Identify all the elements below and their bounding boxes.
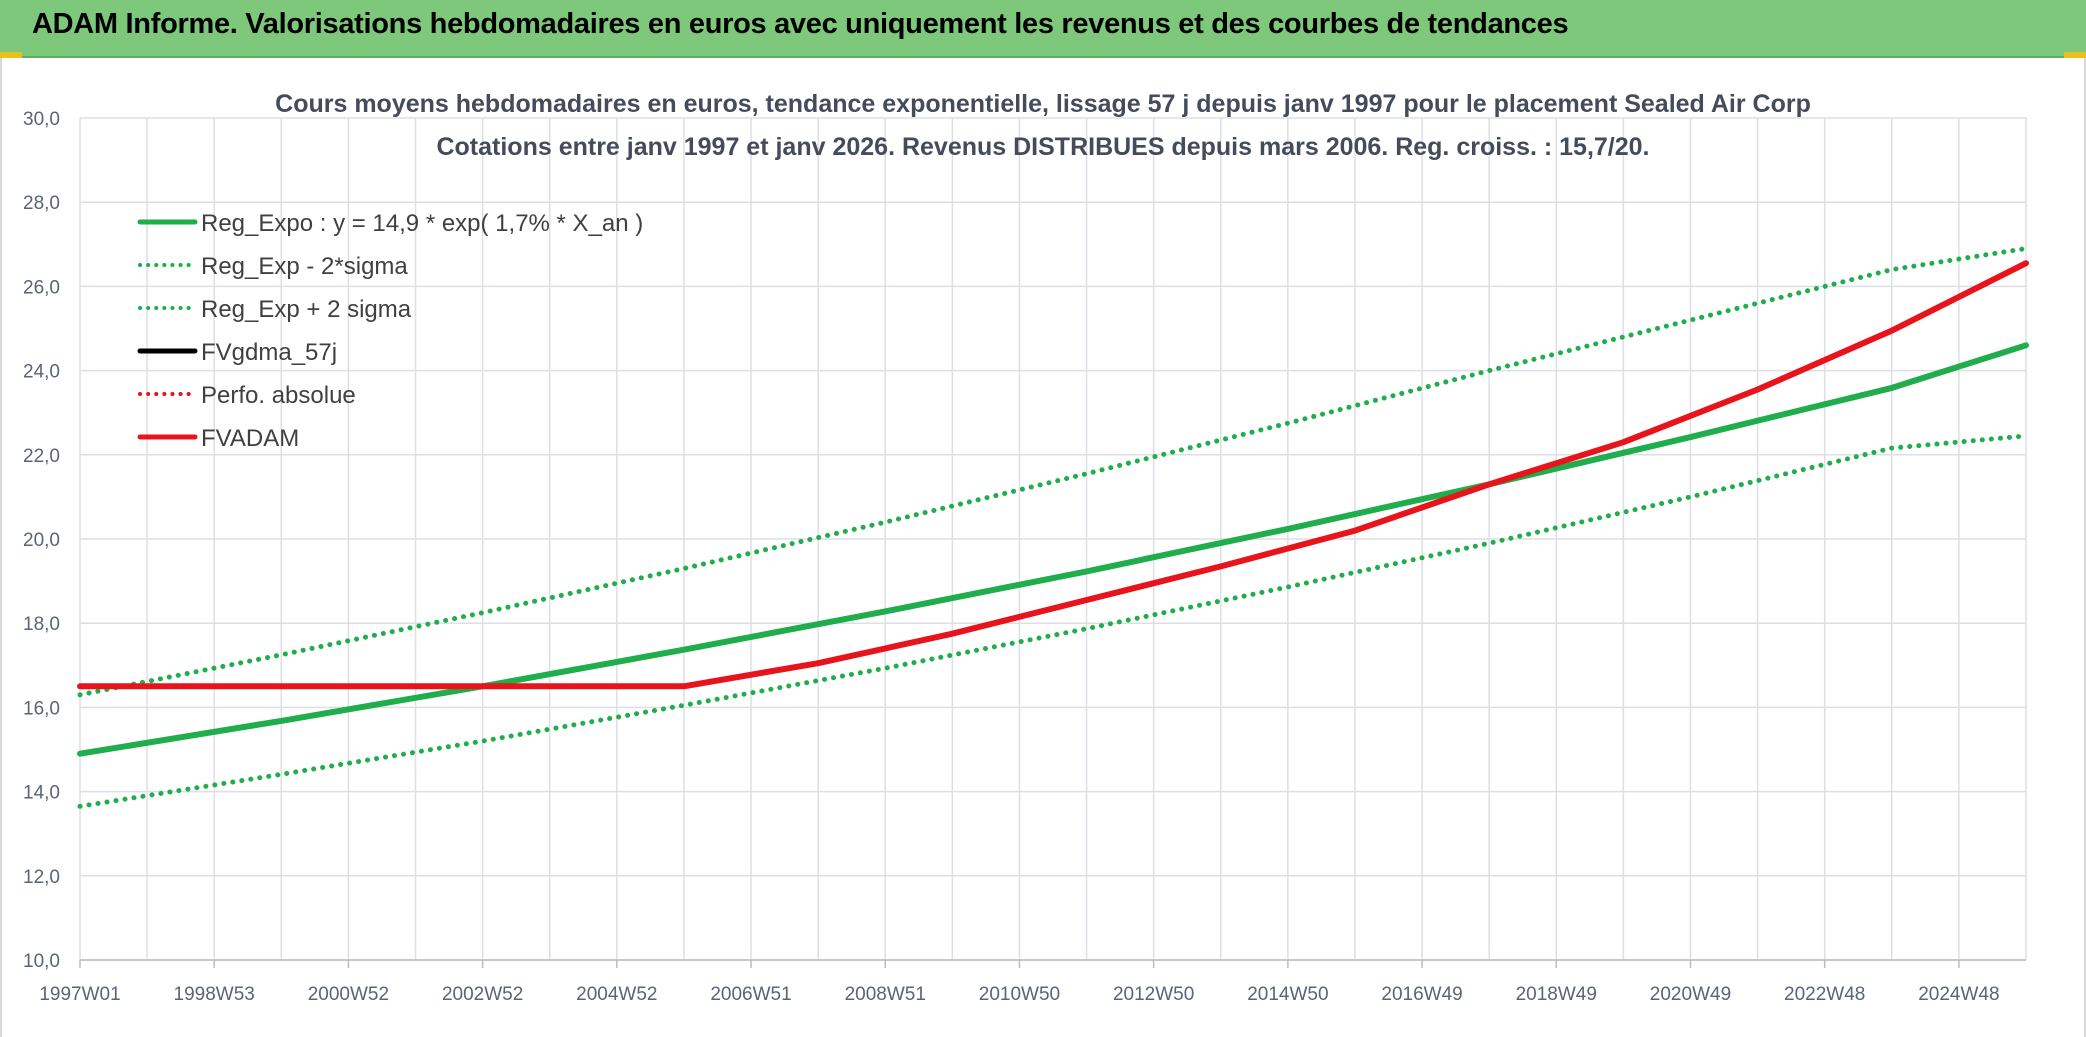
legend-label: FVgdma_57j [201, 339, 337, 366]
y-axis: 10,0 12,0 14,0 16,0 18,0 20,0 22,0 24,0 26,0 28,0… [23, 109, 60, 972]
series-line-2 [77, 246, 2029, 698]
x-tick-label: 2022W48 [1784, 984, 1865, 1005]
y-tick-label: 10,0 [23, 951, 60, 972]
series-line-1 [77, 433, 2029, 809]
x-tick-label: 2008W51 [845, 984, 926, 1005]
legend-label: Perfo. absolue [201, 382, 356, 409]
x-tick-label: 2014W50 [1247, 984, 1328, 1005]
y-tick-label: 16,0 [23, 698, 60, 719]
chart-title: Cours moyens hebdomadaires en euros, ten… [275, 90, 1811, 118]
x-tick-label: 1998W53 [174, 984, 255, 1005]
header-banner: ADAM Informe. Valorisations hebdomadaire… [0, 0, 2086, 58]
chart-subtitle: Cotations entre janv 1997 et janv 2026. … [436, 133, 1649, 161]
x-axis: 1997W01 1998W53 2000W52 2002W52 2004W52 2006W… [39, 960, 2000, 1005]
legend-label: FVADAM [201, 425, 299, 452]
chart-legend: Reg_Expo : y = 14,9 * exp( 1,7% * X_an )… [137, 210, 643, 452]
x-tick-label: 2020W49 [1650, 984, 1731, 1005]
x-tick-label: 2010W50 [979, 984, 1060, 1005]
y-tick-label: 24,0 [23, 362, 60, 383]
series-line-5 [77, 260, 2029, 690]
x-tick-label: 2006W51 [710, 984, 791, 1005]
legend-label: Reg_Exp - 2*sigma [201, 253, 408, 280]
corner-accent-right [2064, 52, 2086, 58]
y-tick-label: 18,0 [23, 614, 60, 635]
x-tick-label: 2004W52 [576, 984, 657, 1005]
x-tick-label: 2000W52 [308, 984, 389, 1005]
legend-label: Reg_Exp + 2 sigma [201, 296, 412, 323]
chart-series [77, 246, 2029, 809]
y-tick-label: 12,0 [23, 867, 60, 888]
page-title: ADAM Informe. Valorisations hebdomadaire… [32, 8, 1569, 40]
x-tick-label: 2016W49 [1381, 984, 1462, 1005]
x-tick-label: 1997W01 [39, 984, 120, 1005]
corner-accent-left [0, 52, 22, 58]
y-tick-label: 14,0 [23, 783, 60, 804]
y-tick-label: 30,0 [23, 109, 60, 130]
x-tick-label: 2012W50 [1113, 984, 1194, 1005]
x-tick-label: 2018W49 [1516, 984, 1597, 1005]
x-tick-label: 2024W48 [1918, 984, 1999, 1005]
x-tick-label: 2002W52 [442, 984, 523, 1005]
chart-frame [0, 58, 2086, 1037]
y-tick-label: 20,0 [23, 530, 60, 551]
chart-grid [79, 117, 2027, 961]
legend-label: Reg_Expo : y = 14,9 * exp( 1,7% * X_an ) [201, 210, 643, 237]
y-tick-label: 22,0 [23, 446, 60, 467]
series-line-0 [77, 342, 2029, 757]
y-tick-label: 28,0 [23, 193, 60, 214]
y-tick-label: 26,0 [23, 277, 60, 298]
